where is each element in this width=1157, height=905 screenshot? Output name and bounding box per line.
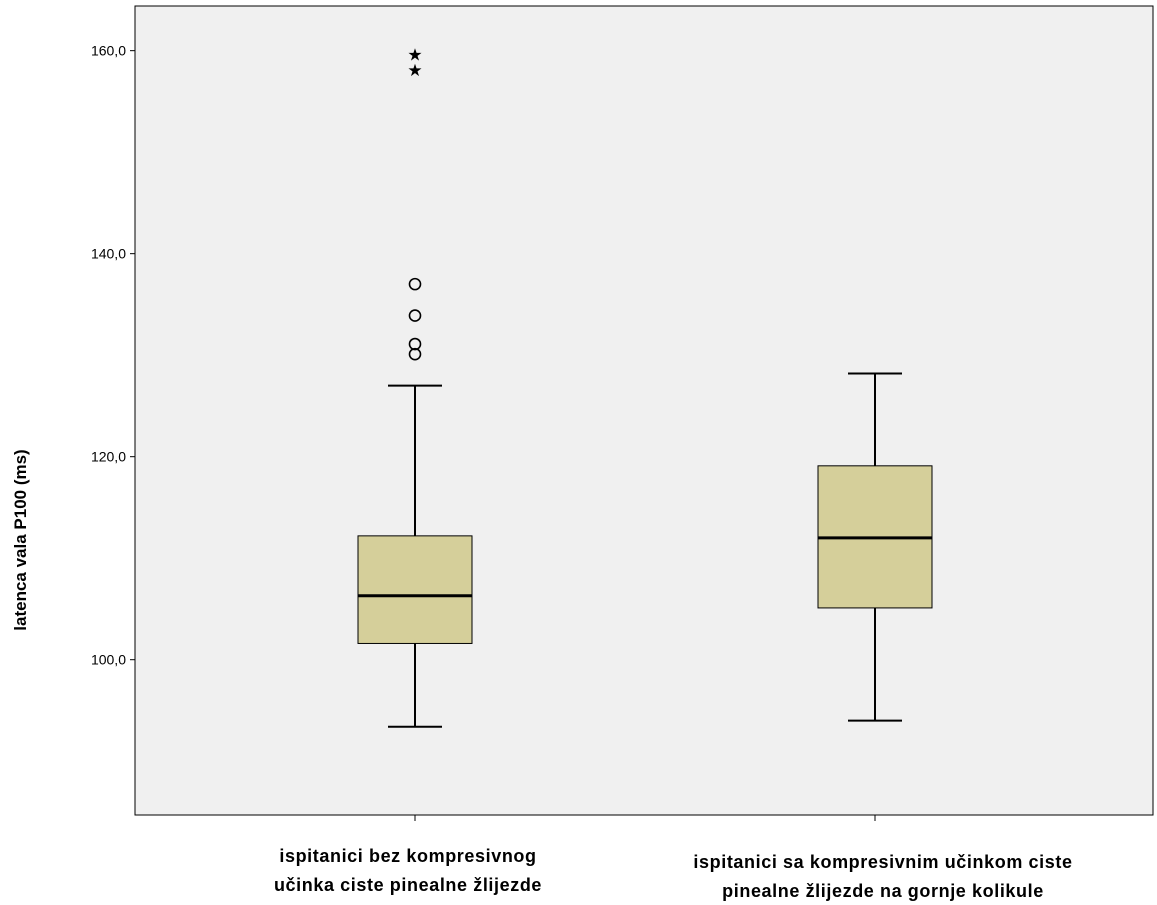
iqr-box [357, 535, 473, 644]
plot-area [134, 5, 1154, 816]
x-axis: ispitanici bez kompresivnog učinka ciste … [274, 815, 1072, 901]
x-category-label: učinka ciste pinealne žlijezde [274, 875, 542, 895]
box-group: ★★ [357, 46, 473, 728]
outlier-point [408, 337, 422, 351]
y-tick-label: 160,0 [91, 43, 126, 59]
y-tick-label: 100,0 [91, 652, 126, 668]
box-group [817, 372, 933, 722]
outlier-point [408, 277, 422, 291]
x-category-label: ispitanici bez kompresivnog [279, 846, 536, 866]
x-category-label: pinealne žlijezde na gornje kolikule [722, 881, 1044, 901]
y-axis-label: latenca vala P100 (ms) [11, 449, 30, 630]
y-tick-label: 140,0 [91, 246, 126, 262]
outlier-point [408, 309, 422, 322]
extreme-point: ★ [407, 61, 422, 81]
x-category-label: ispitanici sa kompresivnim učinkom ciste [693, 852, 1072, 872]
y-axis: 100,0 120,0 140,0 160,0 [91, 43, 135, 668]
outlier-point [408, 347, 422, 361]
y-tick-label: 120,0 [91, 449, 126, 465]
boxes: ★★ [357, 46, 933, 728]
extreme-point: ★ [407, 46, 422, 66]
